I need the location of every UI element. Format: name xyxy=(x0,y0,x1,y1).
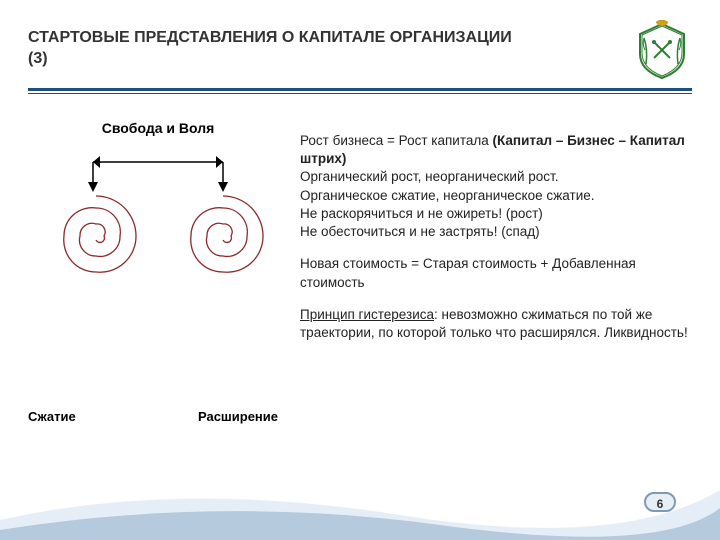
p1-line2: Органический рост, неорганический рост. xyxy=(300,169,558,184)
institution-logo xyxy=(632,20,692,80)
p1-line3: Органическое сжатие, неорганическое сжат… xyxy=(300,188,595,203)
slide-title: СТАРТОВЫЕ ПРЕДСТАВЛЕНИЯ О КАПИТАЛЕ ОРГАН… xyxy=(28,28,528,70)
paragraph-3: Принцип гистерезиса: невозможно сжиматьс… xyxy=(300,306,690,342)
spiral-diagram: Свобода и Воля Сжатие Расширение xyxy=(28,120,288,320)
diagram-top-label: Свобода и Воля xyxy=(28,120,288,136)
title-underline xyxy=(28,88,692,94)
p1-line5: Не обесточиться и не застрять! (спад) xyxy=(300,224,540,239)
body-text: Рост бизнеса = Рост капитала (Капитал – … xyxy=(300,132,690,356)
footer-swoosh xyxy=(0,460,720,540)
diagram-right-label: Расширение xyxy=(198,409,278,424)
p1-line4: Не раскорячиться и не ожиреть! (рост) xyxy=(300,206,543,221)
page-number: 6 xyxy=(644,492,676,512)
diagram-left-label: Сжатие xyxy=(28,409,76,424)
p3-lead: Принцип гистерезиса xyxy=(300,307,434,322)
paragraph-2: Новая стоимость = Старая стоимость + Доб… xyxy=(300,255,690,291)
paragraph-1: Рост бизнеса = Рост капитала (Капитал – … xyxy=(300,132,690,241)
p1-lead: Рост бизнеса = Рост капитала xyxy=(300,133,493,148)
